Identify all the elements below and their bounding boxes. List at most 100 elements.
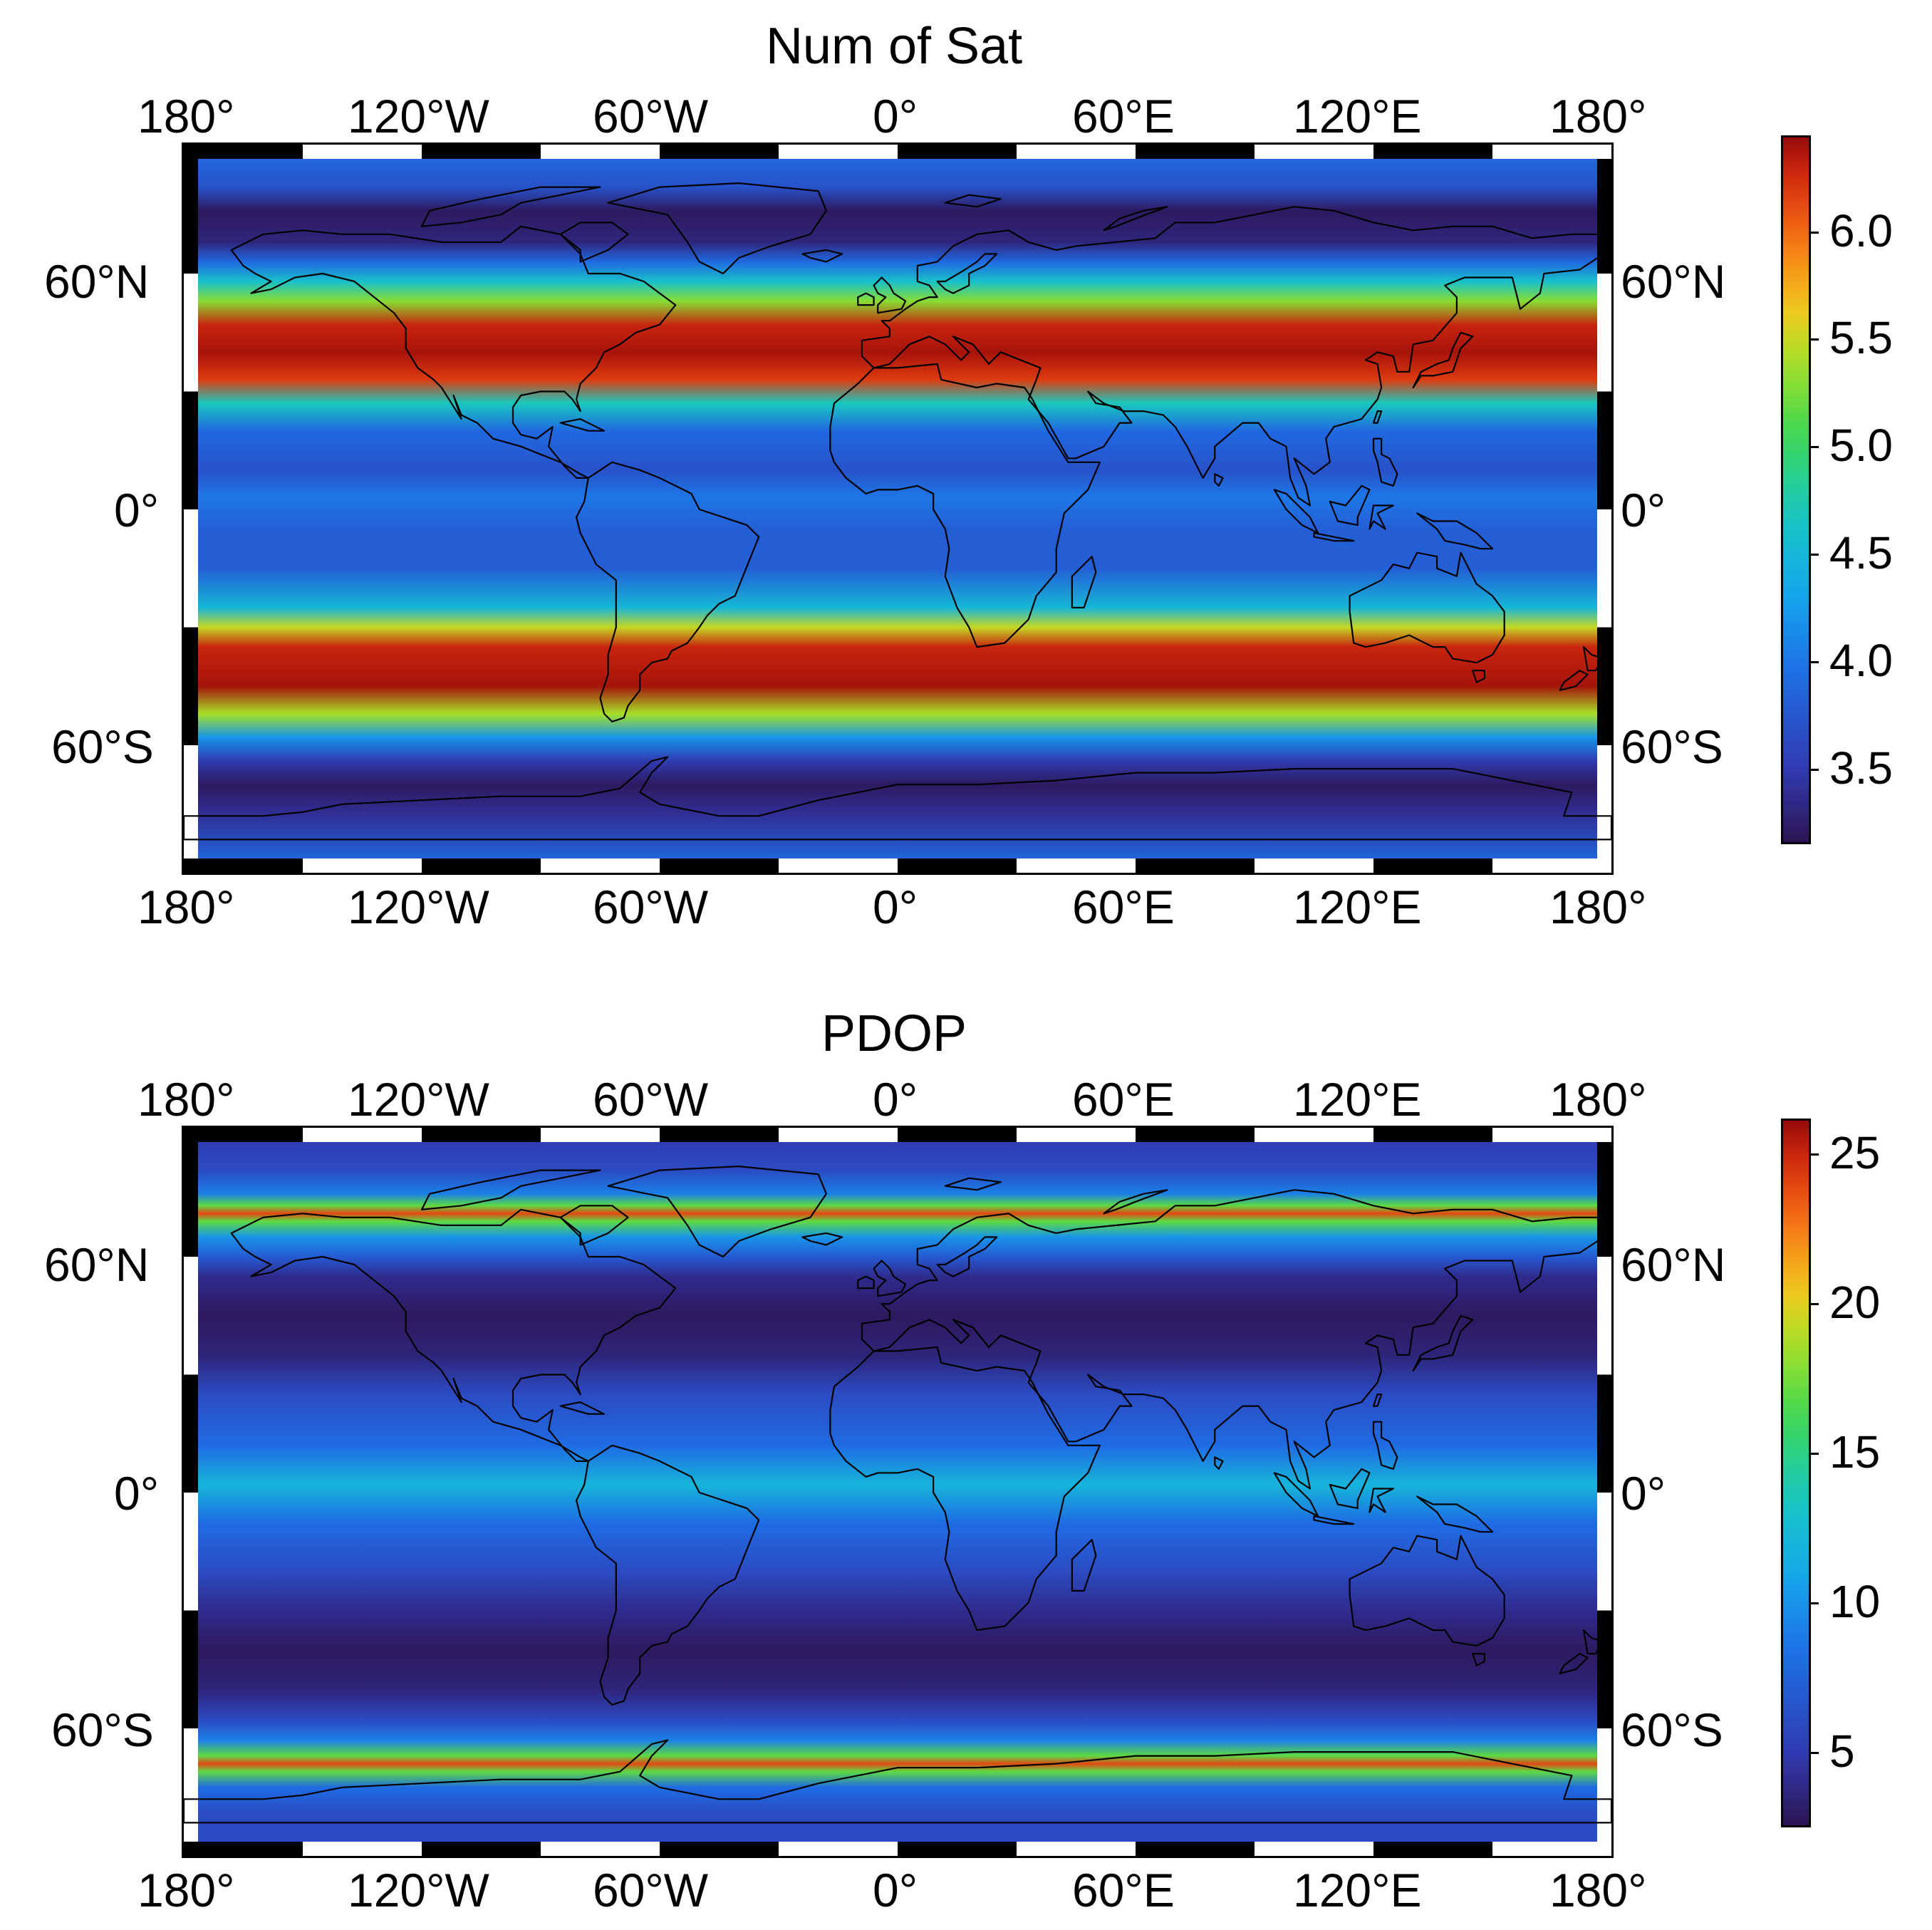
colorbar-tick — [1809, 338, 1819, 341]
colorbar-tick — [1809, 446, 1819, 449]
frame-segment-left — [184, 509, 198, 628]
map-svg — [184, 1128, 1611, 1856]
coastline-taiwan — [1372, 1394, 1383, 1407]
frame-segment-bottom — [1017, 858, 1136, 873]
colorbar-tick — [1809, 1752, 1819, 1754]
coastline-sulawesi — [1368, 1488, 1394, 1513]
frame-segment-top — [541, 1128, 660, 1142]
frame-segment-left — [184, 745, 198, 858]
frame-segment-top — [184, 1128, 303, 1142]
colorbar-tick-label: 15 — [1829, 1426, 1881, 1478]
coastline-antarctica — [184, 756, 1611, 841]
coastline-new-guinea — [1416, 1495, 1494, 1533]
frame-segment-top — [1017, 1128, 1136, 1142]
frame-segment-top — [1492, 145, 1611, 159]
colorbar-tick — [1809, 1303, 1819, 1306]
coastline-iceland — [801, 1232, 843, 1246]
panel-num-of-sat: Num of Sat 180° 120°W 60°W 0° 60°E 120°E… — [44, 18, 1893, 933]
colorbar-tick — [1809, 660, 1819, 663]
lat-right-label: 0° — [1621, 1467, 1666, 1520]
frame-segment-bottom — [779, 1842, 898, 1856]
coastline-sri-lanka — [1214, 1456, 1224, 1470]
coastline-sulawesi — [1368, 504, 1394, 530]
frame-segment-top — [541, 145, 660, 159]
frame-segment-left — [184, 1374, 198, 1493]
coastline-borneo — [1329, 1468, 1371, 1510]
lon-bottom-label: 180° — [137, 1864, 235, 1916]
coastline-iceland — [801, 249, 843, 263]
frame-segment-right — [1597, 1142, 1611, 1257]
coastline-java — [1313, 1515, 1355, 1525]
frame-segment-left — [184, 1610, 198, 1728]
frame-segment-bottom — [1136, 1842, 1255, 1856]
lon-top-label: 120°E — [1293, 1073, 1422, 1126]
colorbar-tick — [1809, 1602, 1819, 1605]
coastline-antarctica — [184, 1739, 1611, 1824]
frame-segment-bottom — [779, 858, 898, 873]
frame-segment-bottom — [422, 1842, 541, 1856]
coastline-north-america — [230, 1208, 677, 1462]
colorbar-tick-label: 4.5 — [1829, 527, 1893, 579]
lon-top-label: 180° — [1549, 90, 1647, 142]
map-pdop — [182, 1126, 1614, 1858]
frame-segment-right — [1597, 1610, 1611, 1728]
map-svg — [184, 145, 1611, 873]
colorbar-tick-label: 3.5 — [1829, 742, 1893, 794]
frame-segment-bottom — [184, 858, 303, 873]
colorbar-tick-label: 20 — [1829, 1277, 1881, 1329]
coastline-layer — [184, 182, 1611, 841]
coastline-novaya-zemlya — [1103, 206, 1168, 232]
lat-right-label: 0° — [1621, 484, 1666, 536]
frame-segment-top — [898, 1128, 1017, 1142]
lon-top-label: 180° — [137, 90, 235, 142]
lat-left-label: 60°S — [51, 1703, 154, 1756]
coastline-australia — [1349, 551, 1505, 664]
frame-segment-right — [1597, 1374, 1611, 1493]
coastline-new-zealand — [1582, 1629, 1604, 1655]
frame-segment-right — [1597, 1728, 1611, 1842]
coastline-java — [1313, 532, 1355, 542]
colorbar-tick-label: 6.0 — [1829, 204, 1893, 256]
frame-segment-right — [1597, 745, 1611, 858]
frame-segment-bottom — [422, 858, 541, 873]
lon-top-label: 60°W — [593, 90, 709, 142]
colorbar-tick — [1809, 768, 1819, 771]
frame-segment-top — [1492, 1128, 1611, 1142]
coastline-tasmania — [1472, 670, 1485, 683]
lon-top-label: 120°W — [348, 1073, 489, 1126]
frame-segment-bottom — [303, 1842, 422, 1856]
colorbar-tick — [1809, 1453, 1819, 1456]
panel-pdop: PDOP 180° 120°W 60°W 0° 60°E 120°E 180° … — [44, 1005, 1881, 1916]
coastline-canadian-arctic — [420, 186, 601, 227]
frame-segment-left — [184, 274, 198, 392]
coastline-taiwan — [1372, 410, 1383, 424]
frame-segment-bottom — [660, 858, 779, 873]
coastline-japan — [1412, 1314, 1474, 1372]
coastline-australia — [1349, 1535, 1505, 1647]
colorbar-pdop — [1781, 1119, 1811, 1827]
lat-left-label: 0° — [114, 484, 160, 536]
frame-segment-top — [184, 145, 303, 159]
frame-segment-bottom — [1492, 858, 1611, 873]
frame-segment-right — [1597, 627, 1611, 745]
coastline-greenland — [607, 1166, 827, 1258]
coastline-borneo — [1329, 484, 1371, 526]
lon-top-label: 60°E — [1072, 90, 1175, 142]
frame-segment-right — [1597, 1257, 1611, 1375]
frame-segment-top — [1255, 145, 1373, 159]
frame-segment-bottom — [1017, 1842, 1136, 1856]
coastline-britain — [873, 276, 907, 314]
frame-segment-top — [1136, 145, 1255, 159]
lon-bottom-label: 120°W — [348, 1864, 489, 1916]
colorbar-tick-label: 5.0 — [1829, 420, 1893, 472]
frame-segment-bottom — [541, 858, 660, 873]
lon-bottom-label: 180° — [1549, 1864, 1647, 1916]
colorbar-tick-label: 25 — [1829, 1127, 1881, 1179]
coastline-north-america — [230, 225, 677, 479]
coastline-baffin-island — [559, 222, 629, 263]
frame-segment-top — [1136, 1128, 1255, 1142]
frame-segment-top — [779, 145, 898, 159]
frame-segment-top — [303, 1128, 422, 1142]
coastline-africa — [829, 363, 1101, 648]
colorbar-tick-label: 5.5 — [1829, 312, 1893, 364]
